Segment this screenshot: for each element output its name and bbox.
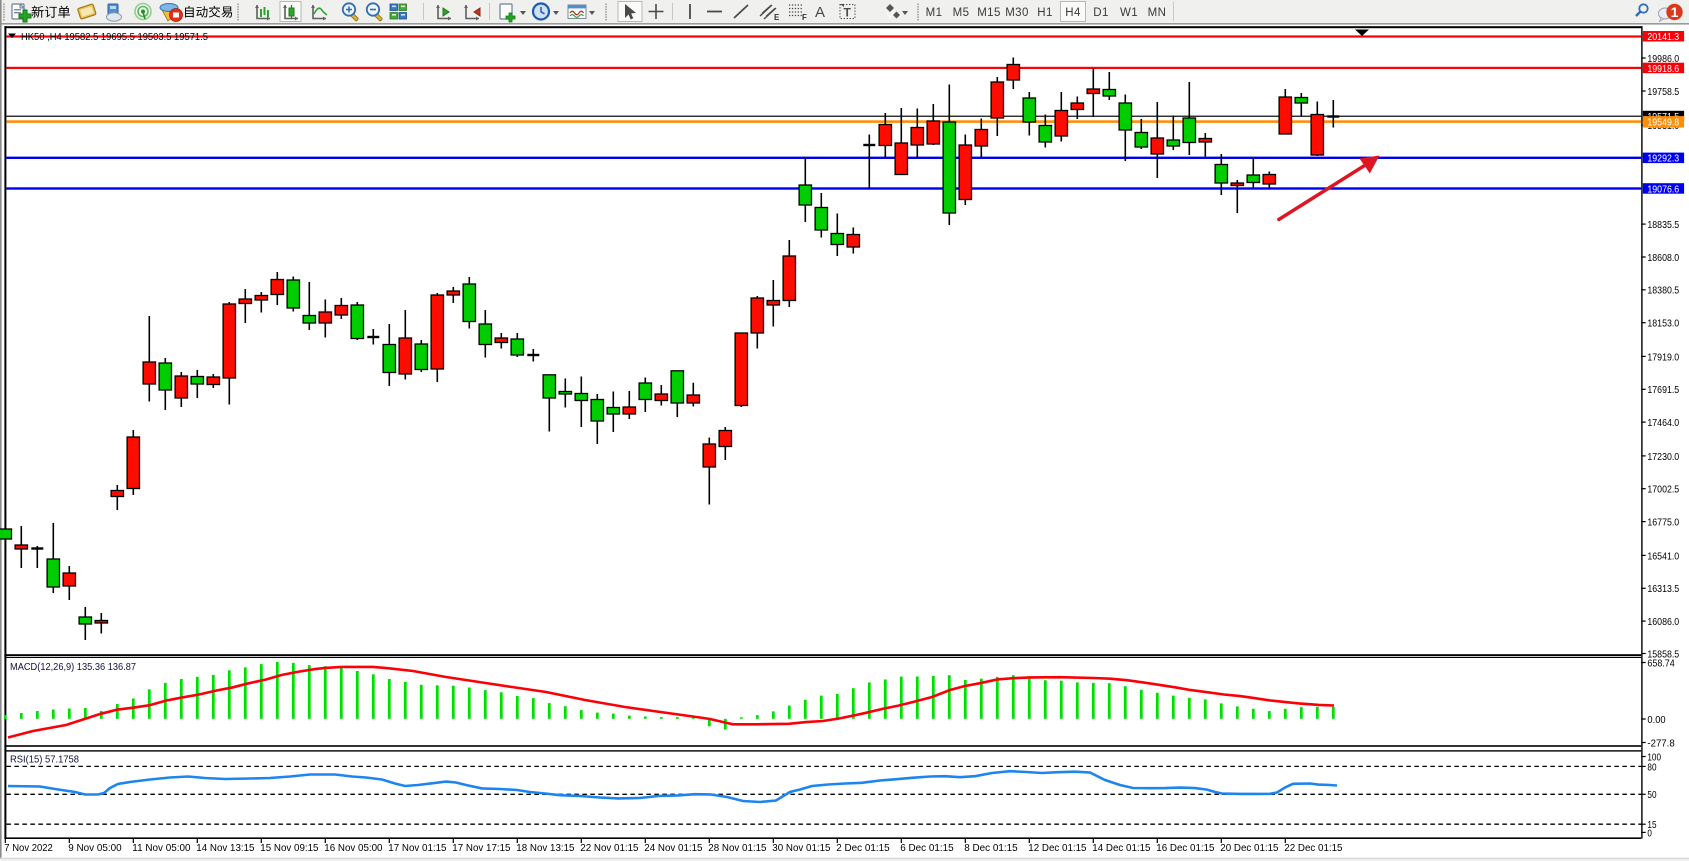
svg-text:28 Nov 01:15: 28 Nov 01:15 <box>708 842 766 854</box>
svg-text:19918.6: 19918.6 <box>1647 63 1679 75</box>
svg-text:RSI(15) 57.1758: RSI(15) 57.1758 <box>10 754 79 766</box>
svg-text:M1: M1 <box>926 7 943 19</box>
svg-text:T: T <box>844 6 852 20</box>
svg-text:22 Nov 01:15: 22 Nov 01:15 <box>580 842 638 854</box>
svg-text:9 Nov 05:00: 9 Nov 05:00 <box>68 842 121 854</box>
svg-text:7 Nov 2022: 7 Nov 2022 <box>4 842 53 854</box>
svg-text:M15: M15 <box>977 7 1001 19</box>
svg-text:15858.5: 15858.5 <box>1647 648 1679 660</box>
svg-text:M5: M5 <box>953 7 970 19</box>
svg-text:17230.0: 17230.0 <box>1647 451 1679 463</box>
svg-text:16086.0: 16086.0 <box>1647 616 1679 628</box>
svg-text:1: 1 <box>1671 4 1679 20</box>
svg-text:16 Dec 01:15: 16 Dec 01:15 <box>1156 842 1214 854</box>
svg-text:HK50 ,H4 19582.5 19695.5 1950: HK50 ,H4 19582.5 19695.5 19503.5 19571.5 <box>21 31 208 43</box>
svg-text:15 Nov 09:15: 15 Nov 09:15 <box>260 842 318 854</box>
svg-text:17691.5: 17691.5 <box>1647 384 1679 396</box>
svg-text:16541.0: 16541.0 <box>1647 550 1679 562</box>
svg-text:24 Nov 01:15: 24 Nov 01:15 <box>644 842 702 854</box>
svg-text:18 Nov 13:15: 18 Nov 13:15 <box>516 842 574 854</box>
svg-text:16 Nov 05:00: 16 Nov 05:00 <box>324 842 382 854</box>
svg-text:15: 15 <box>1647 819 1656 831</box>
svg-text:-277.8: -277.8 <box>1647 738 1674 750</box>
svg-text:18153.0: 18153.0 <box>1647 318 1679 330</box>
svg-text:30 Nov 01:15: 30 Nov 01:15 <box>772 842 830 854</box>
svg-text:MN: MN <box>1148 7 1167 19</box>
svg-text:H4: H4 <box>1065 7 1081 19</box>
svg-text:19076.6: 19076.6 <box>1647 183 1679 195</box>
svg-text:658.74: 658.74 <box>1647 658 1674 670</box>
svg-text:18835.5: 18835.5 <box>1647 219 1679 231</box>
svg-text:17 Nov 17:15: 17 Nov 17:15 <box>452 842 510 854</box>
svg-text:14 Nov 13:15: 14 Nov 13:15 <box>196 842 254 854</box>
svg-text:16775.0: 16775.0 <box>1647 517 1679 529</box>
svg-text:E: E <box>774 13 780 22</box>
svg-text:19758.5: 19758.5 <box>1647 86 1679 98</box>
svg-text:W1: W1 <box>1120 7 1138 19</box>
svg-text:18380.5: 18380.5 <box>1647 285 1679 297</box>
svg-text:12 Dec 01:15: 12 Dec 01:15 <box>1028 842 1086 854</box>
svg-text:M30: M30 <box>1005 7 1029 19</box>
svg-text:22 Dec 01:15: 22 Dec 01:15 <box>1284 842 1342 854</box>
svg-text:D1: D1 <box>1093 7 1109 19</box>
svg-text:2 Dec 01:15: 2 Dec 01:15 <box>836 842 889 854</box>
svg-text:20141.3: 20141.3 <box>1647 31 1679 43</box>
svg-text:17464.0: 17464.0 <box>1647 417 1679 429</box>
svg-text:19549.8: 19549.8 <box>1647 117 1679 129</box>
svg-text:MACD(12,26,9) 135.36 136.87: MACD(12,26,9) 135.36 136.87 <box>10 661 136 673</box>
svg-text:17 Nov 01:15: 17 Nov 01:15 <box>388 842 446 854</box>
svg-text:19986.0: 19986.0 <box>1647 53 1679 65</box>
svg-text:0: 0 <box>1647 827 1652 839</box>
svg-text:14 Dec 01:15: 14 Dec 01:15 <box>1092 842 1150 854</box>
svg-text:H1: H1 <box>1037 7 1053 19</box>
svg-text:100: 100 <box>1647 751 1661 763</box>
svg-text:6 Dec 01:15: 6 Dec 01:15 <box>900 842 953 854</box>
svg-text:80: 80 <box>1647 761 1656 773</box>
svg-text:F: F <box>802 13 807 22</box>
svg-text:0.00: 0.00 <box>1647 714 1665 726</box>
svg-text:20 Dec 01:15: 20 Dec 01:15 <box>1220 842 1278 854</box>
svg-text:8 Dec 01:15: 8 Dec 01:15 <box>964 842 1017 854</box>
svg-text:A: A <box>815 4 825 21</box>
svg-text:11 Nov 05:00: 11 Nov 05:00 <box>132 842 190 854</box>
svg-text:19292.3: 19292.3 <box>1647 153 1679 165</box>
svg-text:16313.5: 16313.5 <box>1647 583 1679 595</box>
svg-text:18608.0: 18608.0 <box>1647 252 1679 264</box>
svg-text:17002.5: 17002.5 <box>1647 484 1679 496</box>
svg-text:50: 50 <box>1647 789 1656 801</box>
svg-text:17919.0: 17919.0 <box>1647 351 1679 363</box>
